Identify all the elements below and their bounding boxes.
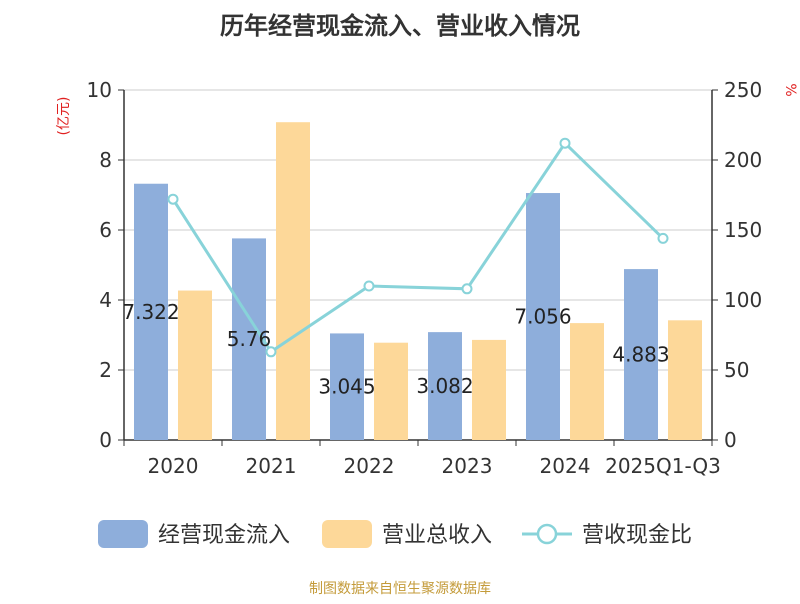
- x-tick-label: 2021: [246, 454, 297, 478]
- bar-revenue: [374, 342, 408, 440]
- right-tick-label: 150: [724, 218, 762, 242]
- legend-swatch-marker: [536, 523, 558, 545]
- data-label: 3.082: [416, 374, 473, 398]
- right-tick-label: 100: [724, 288, 762, 312]
- right-tick-label: 0: [724, 428, 737, 452]
- bar-revenue: [668, 320, 702, 440]
- bar-revenue: [276, 122, 310, 440]
- bar-revenue: [570, 323, 604, 440]
- left-axis-unit: (亿元): [56, 97, 72, 136]
- line-point: [461, 283, 473, 295]
- right-axis-unit: %: [782, 83, 798, 96]
- left-tick-label: 4: [99, 288, 112, 312]
- bar-revenue: [178, 290, 212, 440]
- data-label: 5.76: [227, 327, 272, 351]
- bar-cash-inflow: [232, 238, 266, 440]
- bar-cash-inflow: [624, 269, 658, 440]
- legend-swatch-cash-inflow: [98, 520, 148, 548]
- line-point: [167, 193, 179, 205]
- line-point: [559, 137, 571, 149]
- data-label: 4.883: [612, 343, 669, 367]
- x-tick-label: 2020: [148, 454, 199, 478]
- line-point: [363, 280, 375, 292]
- bar-cash-inflow: [526, 193, 560, 440]
- legend-label: 营收现金比: [582, 523, 692, 548]
- bar-cash-inflow: [134, 183, 168, 441]
- legend-swatch-revenue: [322, 520, 372, 548]
- left-tick-label: 6: [99, 218, 112, 242]
- bar-cash-inflow: [330, 333, 364, 440]
- legend-label: 经营现金流入: [158, 523, 290, 548]
- left-tick-label: 8: [99, 148, 112, 172]
- data-label: 7.322: [122, 300, 179, 324]
- x-tick-label: 2024: [540, 454, 591, 478]
- left-tick-label: 0: [99, 428, 112, 452]
- source-note: 制图数据来自恒生聚源数据库: [309, 581, 491, 597]
- legend-label: 营业总收入: [382, 523, 492, 548]
- x-tick-label: 2022: [344, 454, 395, 478]
- right-tick-label: 50: [724, 358, 749, 382]
- right-tick-label: 200: [724, 148, 762, 172]
- line-point: [265, 346, 277, 358]
- data-label: 7.056: [514, 305, 571, 329]
- right-tick-label: 250: [724, 78, 762, 102]
- bar-cash-inflow: [428, 332, 462, 440]
- bar-revenue: [472, 339, 506, 440]
- left-tick-label: 10: [87, 78, 112, 102]
- line-point: [657, 232, 669, 244]
- x-tick-label: 2023: [442, 454, 493, 478]
- legend: 经营现金流入 营业总收入 营收现金比: [98, 520, 692, 548]
- x-tick-label: 2025Q1-Q3: [605, 454, 721, 478]
- left-tick-label: 2: [99, 358, 112, 382]
- chart-title: 历年经营现金流入、营业收入情况: [220, 12, 580, 40]
- line-cash-ratio: [171, 140, 665, 354]
- data-label: 3.045: [318, 375, 375, 399]
